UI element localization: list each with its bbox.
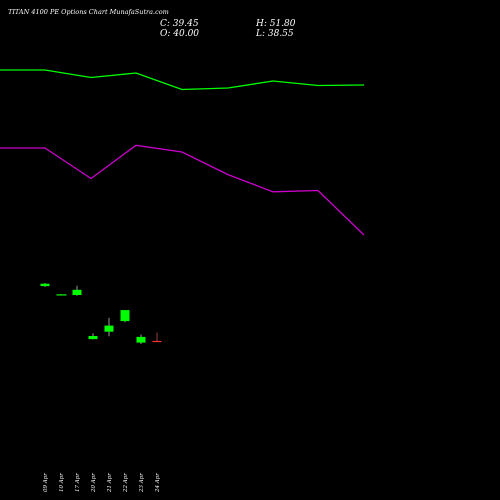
low-value: L: 38.55 (256, 29, 294, 39)
x-tick-label: 17 Apr (75, 473, 81, 492)
close-value: C: 39.45 (160, 19, 199, 29)
candle-body (88, 336, 98, 340)
x-tick-label: 20 Apr (91, 473, 97, 493)
x-tick-label: 22 Apr (123, 473, 129, 493)
candle-body (152, 340, 162, 343)
candle-body (72, 289, 82, 295)
candle-body (104, 325, 114, 332)
x-tick-label: 09 Apr (43, 473, 49, 492)
candle-body (56, 294, 67, 296)
candle (56, 294, 67, 296)
candle (88, 333, 98, 340)
x-tick-label: 23 Apr (139, 473, 145, 493)
x-tick-label: 21 Apr (107, 473, 113, 493)
candle-body (40, 283, 50, 287)
chart-title: TITAN 4100 PE Options Chart MunafaSutra.… (8, 8, 169, 16)
x-tick-label: 10 Apr (59, 473, 65, 492)
upper-band-line (0, 69, 365, 91)
band-lines (0, 69, 365, 236)
open-value: O: 40.00 (160, 29, 200, 39)
candle (136, 334, 146, 344)
candle-body (136, 336, 146, 343)
candles (40, 283, 162, 344)
candle (120, 310, 130, 323)
x-axis-labels: 09 Apr 10 Apr 17 Apr 20 Apr 21 Apr 22 Apr 23 A… (43, 473, 161, 493)
x-tick-label: 24 Apr (155, 473, 161, 493)
lower-band-line (0, 144, 365, 236)
candle (40, 283, 50, 287)
candle (104, 317, 114, 337)
high-value: H: 51.80 (256, 19, 296, 29)
candle (152, 332, 162, 343)
candle-body (120, 310, 130, 322)
candle (72, 285, 82, 296)
